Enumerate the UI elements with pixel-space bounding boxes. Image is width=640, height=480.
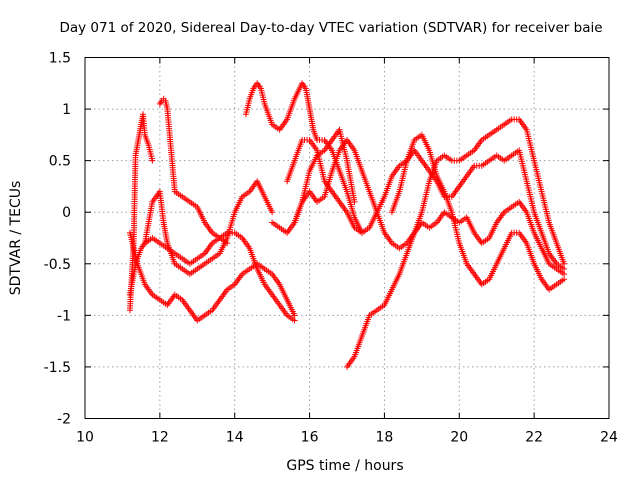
x-axis-label: GPS time / hours bbox=[286, 458, 403, 474]
x-tick-label: 10 bbox=[76, 430, 94, 446]
y-tick-label: -1.5 bbox=[44, 360, 71, 376]
x-tick-label: 16 bbox=[301, 430, 319, 446]
y-tick-label: -2 bbox=[57, 412, 71, 428]
data-point bbox=[561, 276, 568, 283]
x-tick-label: 12 bbox=[151, 430, 169, 446]
data-point bbox=[561, 265, 568, 272]
y-tick-label: 1.5 bbox=[49, 51, 71, 67]
y-tick-label: 1 bbox=[62, 102, 71, 118]
data-points bbox=[126, 80, 568, 370]
y-tick-label: -1 bbox=[57, 308, 71, 324]
chart-title: Day 071 of 2020, Sidereal Day-to-day VTE… bbox=[59, 20, 602, 36]
plot-frame bbox=[84, 57, 610, 419]
data-point bbox=[149, 157, 156, 164]
data-point bbox=[561, 271, 568, 278]
y-tick-label: 0 bbox=[62, 205, 71, 221]
x-tick-label: 22 bbox=[525, 430, 543, 446]
axis-ticks bbox=[84, 57, 610, 419]
data-point bbox=[291, 312, 298, 319]
x-tick-label: 14 bbox=[226, 430, 244, 446]
x-tick-label: 24 bbox=[600, 430, 618, 446]
x-tick-label: 18 bbox=[376, 430, 394, 446]
y-axis-label: SDTVAR / TECUs bbox=[8, 181, 24, 296]
data-point bbox=[291, 317, 298, 324]
y-tick-label: 0.5 bbox=[49, 154, 71, 170]
x-tick-labels: 10 12 14 16 18 20 22 24 bbox=[76, 430, 618, 446]
data-point bbox=[157, 99, 164, 106]
data-point bbox=[269, 209, 276, 216]
data-point bbox=[224, 240, 231, 247]
y-tick-labels: -2 -1.5 -1 -0.5 0 0.5 1 1.5 bbox=[44, 51, 71, 428]
data-point bbox=[561, 260, 568, 267]
y-tick-label: -0.5 bbox=[44, 257, 71, 273]
data-point bbox=[351, 198, 358, 205]
x-tick-label: 20 bbox=[450, 430, 468, 446]
